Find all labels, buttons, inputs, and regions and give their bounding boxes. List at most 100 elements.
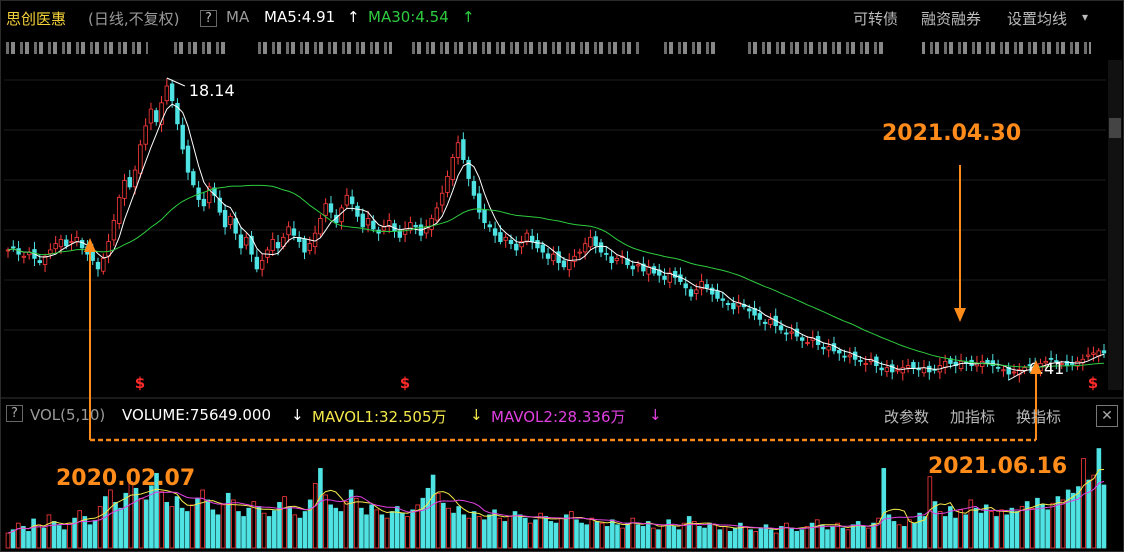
volume-bar <box>251 501 257 549</box>
volume-bar <box>466 517 472 549</box>
high-label: 18.14 <box>189 81 235 100</box>
volume-bar <box>420 497 426 549</box>
candle <box>95 261 101 270</box>
candle <box>762 321 768 324</box>
top-arrow-head <box>954 308 966 322</box>
candle <box>768 318 773 325</box>
candle <box>212 187 217 196</box>
volume-bar <box>103 496 108 549</box>
volume-bar <box>820 524 825 549</box>
candle <box>757 313 763 320</box>
candle <box>201 198 207 207</box>
volume-bar <box>553 522 559 549</box>
volume-bar <box>645 521 651 549</box>
volume-bar <box>1101 484 1107 549</box>
volume-bar <box>804 526 810 549</box>
volume-bar <box>256 506 262 549</box>
volume-bar <box>584 524 590 549</box>
candle <box>429 218 434 230</box>
scrollbar[interactable] <box>1108 60 1122 390</box>
candle <box>895 369 900 372</box>
candle <box>863 363 868 365</box>
volume-bar <box>528 522 533 549</box>
candle <box>439 192 445 206</box>
volume-bar <box>912 522 917 549</box>
candle <box>122 180 127 199</box>
volume-bar <box>41 527 47 549</box>
volume-bar <box>799 529 805 549</box>
volume-bar <box>46 514 52 549</box>
candle <box>143 125 148 145</box>
volume-bar <box>579 522 584 549</box>
vol-help-button[interactable]: ? <box>6 405 23 422</box>
candle <box>630 265 635 270</box>
switch-indicator-button[interactable]: 换指标 <box>1016 408 1062 426</box>
volume-bar <box>374 509 380 549</box>
candle <box>355 205 360 217</box>
candle <box>514 243 519 251</box>
margin-trading-button[interactable]: 融资融券 <box>921 10 982 28</box>
ma-label: MA <box>226 8 250 26</box>
candle <box>556 251 561 263</box>
volume-bar <box>620 527 625 549</box>
volume-bar <box>1091 474 1097 549</box>
volume-bar <box>881 468 887 549</box>
candle <box>238 234 244 249</box>
candle <box>598 242 604 253</box>
candle <box>270 239 275 251</box>
candle <box>1048 357 1054 360</box>
volume-bar <box>522 517 528 549</box>
scrollbar-thumb[interactable] <box>1109 118 1121 138</box>
volume-bar <box>707 522 712 549</box>
candle <box>413 224 418 228</box>
volume-bar <box>435 492 441 549</box>
chevron-down-icon[interactable]: ▾ <box>1082 10 1089 24</box>
volume-bar <box>108 489 113 549</box>
volume-bar <box>743 526 748 549</box>
candle <box>402 228 408 235</box>
candle <box>498 232 503 242</box>
volume-bar <box>676 529 682 549</box>
edit-params-button[interactable]: 改参数 <box>884 408 930 426</box>
volume-bar <box>968 499 974 549</box>
volume-arrow-icon: ↓ <box>291 406 304 424</box>
volume-bar <box>425 487 431 549</box>
close-icon[interactable]: ✕ <box>1096 405 1118 427</box>
candle <box>1006 367 1011 375</box>
candle <box>254 256 260 270</box>
convertible-bond-button[interactable]: 可转债 <box>853 10 899 28</box>
candle <box>588 236 593 248</box>
volume-bar <box>640 526 646 549</box>
volume-bar <box>164 502 170 549</box>
volume-bar <box>809 522 815 549</box>
volume-bar <box>190 504 195 549</box>
volume-bar <box>953 517 958 549</box>
add-indicator-button[interactable]: 加指标 <box>950 408 996 426</box>
volume-bar <box>225 492 231 549</box>
candle <box>604 253 609 255</box>
help-button[interactable]: ? <box>200 10 217 27</box>
candle <box>524 232 530 243</box>
low-pointer <box>1008 369 1027 381</box>
volume-bar <box>333 507 339 549</box>
candle <box>535 240 540 249</box>
set-ma-button[interactable]: 设置均线 <box>1007 10 1068 28</box>
candle <box>1043 360 1048 364</box>
volume-bar <box>10 529 16 549</box>
candle <box>1085 354 1091 357</box>
candle <box>106 241 111 257</box>
candle <box>154 110 159 123</box>
volume-bar <box>56 525 62 549</box>
volume-bar <box>948 506 953 549</box>
dividend-marker: $ <box>400 374 410 392</box>
candle <box>900 367 906 374</box>
volume-bar <box>123 492 129 549</box>
volume-bar <box>543 516 549 549</box>
candle <box>731 302 736 310</box>
candle <box>609 256 614 263</box>
stock-name[interactable]: 思创医惠 <box>6 10 67 28</box>
ma30-arrow-icon: ↑ <box>462 8 475 26</box>
volume-bar <box>236 511 241 549</box>
volume-bar <box>917 512 922 549</box>
volume-bar <box>389 511 395 549</box>
